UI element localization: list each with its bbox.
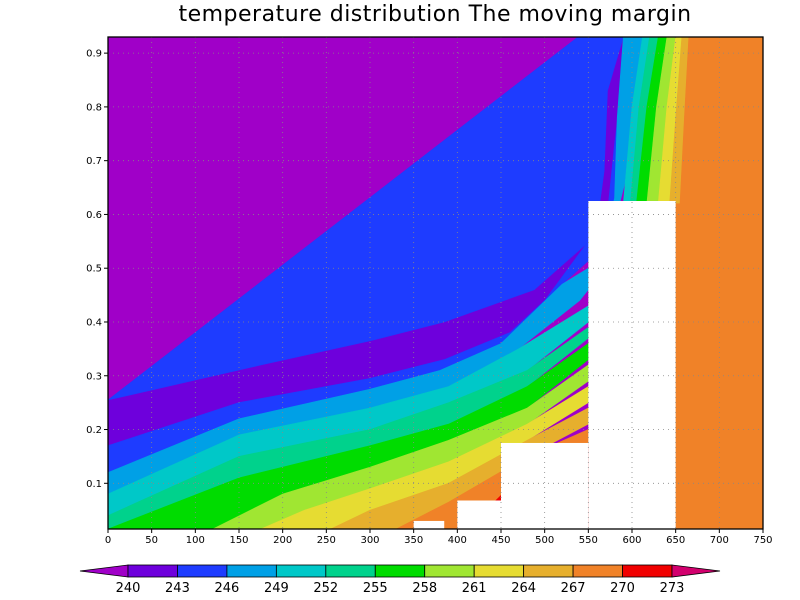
colorbar-tick-label: 258 <box>412 581 437 596</box>
colorbar-swatch <box>424 564 475 578</box>
mask-region <box>588 201 676 529</box>
colorbar-tick-label: 246 <box>214 581 239 596</box>
colorbar-swatch <box>572 564 623 578</box>
grid <box>108 37 763 529</box>
y-tick-label: 0.3 <box>86 371 102 382</box>
colorbar-tick-label: 261 <box>462 581 487 596</box>
colorbar-tick-label: 273 <box>660 581 685 596</box>
y-tick-label: 0.4 <box>86 317 102 328</box>
mask-region <box>457 500 501 529</box>
masked-regions <box>413 201 676 529</box>
x-tick-label: 550 <box>579 535 598 546</box>
y-tick-label: 0.8 <box>86 102 102 113</box>
x-tick-label: 300 <box>360 535 379 546</box>
contour-band <box>107 36 624 401</box>
x-tick-label: 100 <box>186 535 205 546</box>
x-tick-label: 400 <box>448 535 467 546</box>
colorbar-swatch <box>473 564 525 578</box>
colorbar-swatch <box>325 564 376 578</box>
colorbar-tick-label: 243 <box>165 581 190 596</box>
y-tick-label: 0.5 <box>86 264 102 275</box>
x-tick-label: 500 <box>535 535 554 546</box>
x-tick-label: 50 <box>145 535 158 546</box>
colorbar-tick-label: 240 <box>116 581 141 596</box>
chart-title: temperature distribution The moving marg… <box>178 2 692 27</box>
colorbar-swatch <box>622 564 673 578</box>
colorbar-swatch <box>374 564 426 578</box>
colorbar-high-arrow <box>671 564 721 578</box>
mask-region <box>501 442 589 529</box>
colorbar-tick-label: 255 <box>363 581 388 596</box>
y-axis: 0.1 0.2 0.3 0.4 0.5 0.6 0.7 0.8 0.9 <box>86 49 108 490</box>
y-tick-label: 0.2 <box>86 425 102 436</box>
y-tick-label: 0.9 <box>86 49 102 60</box>
colorbar-tick-label: 249 <box>264 581 289 596</box>
y-tick-label: 0.6 <box>86 210 102 221</box>
colorbar: 240 243 246 249 252 255 258 261 264 267 270 273 <box>79 564 721 596</box>
colorbar-swatch <box>275 564 327 578</box>
x-tick-label: 250 <box>317 535 336 546</box>
x-axis: 0 50 100 150 200 250 300 350 400 450 500 550 600 650 7… <box>105 529 773 546</box>
x-tick-label: 200 <box>273 535 292 546</box>
colorbar-tick-label: 267 <box>561 581 586 596</box>
y-tick-label: 0.1 <box>86 479 102 490</box>
x-tick-label: 750 <box>753 535 772 546</box>
plot-frame <box>107 36 764 530</box>
x-tick-label: 650 <box>666 535 685 546</box>
colorbar-swatch <box>523 564 574 578</box>
colorbar-tick-label: 270 <box>610 581 635 596</box>
colorbar-swatch <box>177 564 228 578</box>
x-tick-label: 700 <box>710 535 729 546</box>
colorbar-swatch <box>226 564 277 578</box>
x-tick-label: 450 <box>491 535 510 546</box>
x-tick-label: 0 <box>105 535 111 546</box>
mask-region <box>413 520 445 529</box>
x-tick-label: 150 <box>229 535 248 546</box>
colorbar-low-arrow <box>79 564 129 578</box>
colorbar-swatch <box>127 564 178 578</box>
x-tick-label: 350 <box>404 535 423 546</box>
colorbar-tick-label: 252 <box>313 581 338 596</box>
colorbar-tick-label: 264 <box>511 581 536 596</box>
plot-area <box>107 36 764 530</box>
y-tick-label: 0.7 <box>86 156 102 167</box>
x-tick-label: 600 <box>622 535 641 546</box>
